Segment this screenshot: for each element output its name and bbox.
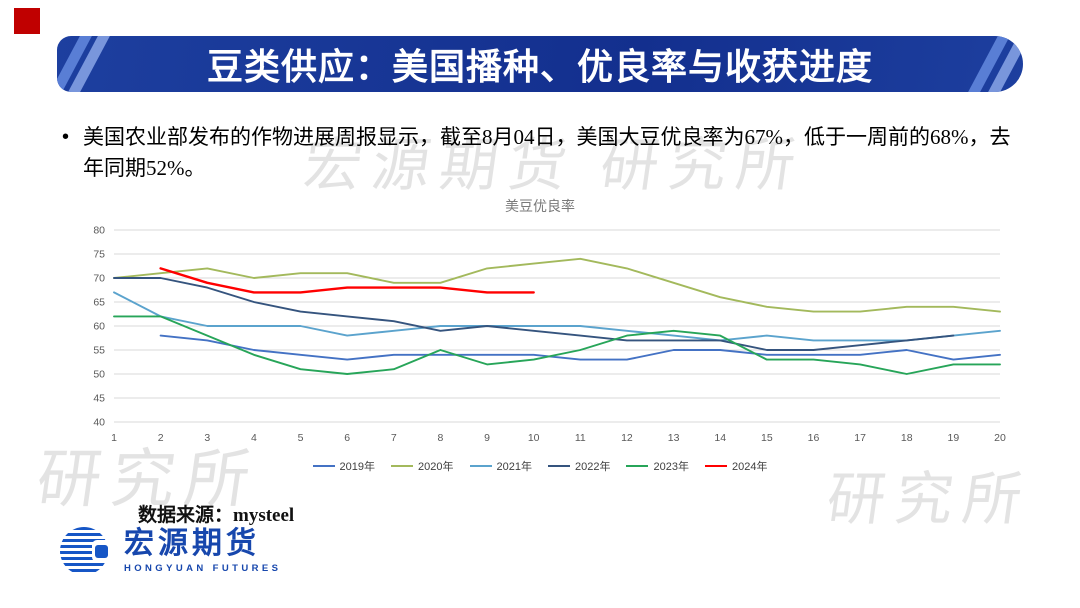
legend-label: 2023年 bbox=[653, 461, 689, 473]
series-line-2022年 bbox=[113, 277, 955, 351]
y-axis-tick: 80 bbox=[93, 225, 105, 237]
legend-item: 2023年 bbox=[626, 458, 689, 474]
legend-label: 2021年 bbox=[496, 461, 532, 473]
y-axis-tick: 60 bbox=[93, 321, 105, 333]
legend-swatch bbox=[469, 464, 492, 468]
x-axis-tick: 7 bbox=[391, 432, 397, 444]
hongyuan-globe-icon bbox=[60, 527, 114, 575]
x-axis-tick: 8 bbox=[437, 432, 443, 444]
data-source: 数据来源：mysteel bbox=[138, 505, 295, 526]
legend-item: 2022年 bbox=[548, 458, 610, 474]
legend-label: 2019年 bbox=[339, 461, 376, 473]
y-axis-tick: 55 bbox=[93, 345, 105, 357]
legend-item: 2020年 bbox=[391, 458, 454, 474]
legend-label: 2022年 bbox=[575, 461, 611, 473]
x-axis-tick: 13 bbox=[668, 432, 680, 444]
x-axis-tick: 11 bbox=[575, 432, 586, 444]
legend-label: 2024年 bbox=[731, 461, 768, 473]
x-axis-tick: 6 bbox=[344, 432, 350, 444]
x-axis-tick: 20 bbox=[994, 432, 1006, 444]
logo-text-en: HONGYUAN FUTURES bbox=[124, 562, 282, 574]
y-axis-tick: 40 bbox=[93, 417, 105, 429]
x-axis-tick: 10 bbox=[528, 432, 540, 444]
legend-item: 2021年 bbox=[469, 458, 532, 474]
legend-item: 2024年 bbox=[704, 458, 768, 474]
y-axis-tick: 75 bbox=[93, 249, 105, 261]
series-line-2021年 bbox=[113, 291, 1001, 342]
slide-title: 豆类供应：美国播种、优良率与收获进度 bbox=[206, 46, 873, 87]
legend-label: 2020年 bbox=[418, 461, 454, 473]
x-axis-tick: 2 bbox=[158, 432, 164, 444]
x-axis-tick: 4 bbox=[251, 432, 257, 444]
legend-swatch bbox=[548, 464, 570, 468]
series-line-2019年 bbox=[159, 334, 1001, 361]
chart-legend: 2019年 2020年 2021年 2022年 2023年 2024年 bbox=[68, 458, 1012, 474]
x-axis-tick: 12 bbox=[621, 432, 633, 444]
bullet-text: 美国农业部发布的作物进展周报显示，截至8月04日，美国大豆优良率为67%，低于一… bbox=[83, 125, 1011, 180]
y-axis-tick: 50 bbox=[93, 369, 105, 381]
bullet-marker: • bbox=[62, 126, 70, 148]
red-square-decoration bbox=[14, 8, 40, 34]
x-axis-tick: 18 bbox=[901, 432, 913, 444]
legend-swatch bbox=[704, 464, 727, 468]
series-line-2020年 bbox=[113, 257, 1001, 313]
x-axis-tick: 19 bbox=[948, 432, 960, 444]
legend-item: 2019年 bbox=[312, 458, 376, 474]
y-axis-tick: 65 bbox=[93, 297, 105, 309]
legend-swatch bbox=[391, 464, 414, 468]
legend-swatch bbox=[626, 464, 649, 468]
logo-text-cn: 宏源期货 bbox=[124, 526, 260, 560]
series-line-2024年 bbox=[159, 267, 535, 294]
x-axis-tick: 3 bbox=[204, 432, 210, 444]
x-axis-tick: 15 bbox=[761, 432, 773, 444]
series-line-2023年 bbox=[113, 315, 1001, 375]
y-axis-tick: 70 bbox=[93, 273, 105, 285]
chart-region: 美豆优良率 40 45 50 55 60 65 70 75 80 1 2 3 4 5 6 7 8 9 10 11 12 1… bbox=[68, 196, 1012, 474]
logo-text: 宏源期货 HONGYUAN FUTURES bbox=[124, 526, 282, 574]
chart-title: 美豆优良率 bbox=[505, 198, 575, 214]
legend-swatch bbox=[312, 464, 335, 468]
x-axis-tick: 9 bbox=[484, 432, 490, 444]
bullet-paragraph: • 美国农业部发布的作物进展周报显示，截至8月04日，美国大豆优良率为67%，低… bbox=[62, 122, 1020, 184]
y-axis-tick: 45 bbox=[93, 393, 105, 405]
hongyuan-logo: 宏源期货 HONGYUAN FUTURES bbox=[60, 527, 281, 575]
x-axis-tick: 14 bbox=[714, 432, 726, 444]
x-axis-tick: 17 bbox=[854, 432, 866, 444]
x-axis-tick: 1 bbox=[111, 432, 117, 444]
x-axis-tick: 5 bbox=[298, 432, 304, 444]
logo-cube bbox=[92, 540, 114, 562]
x-axis-tick: 16 bbox=[808, 432, 820, 444]
title-banner: 豆类供应：美国播种、优良率与收获进度 bbox=[57, 36, 1023, 92]
